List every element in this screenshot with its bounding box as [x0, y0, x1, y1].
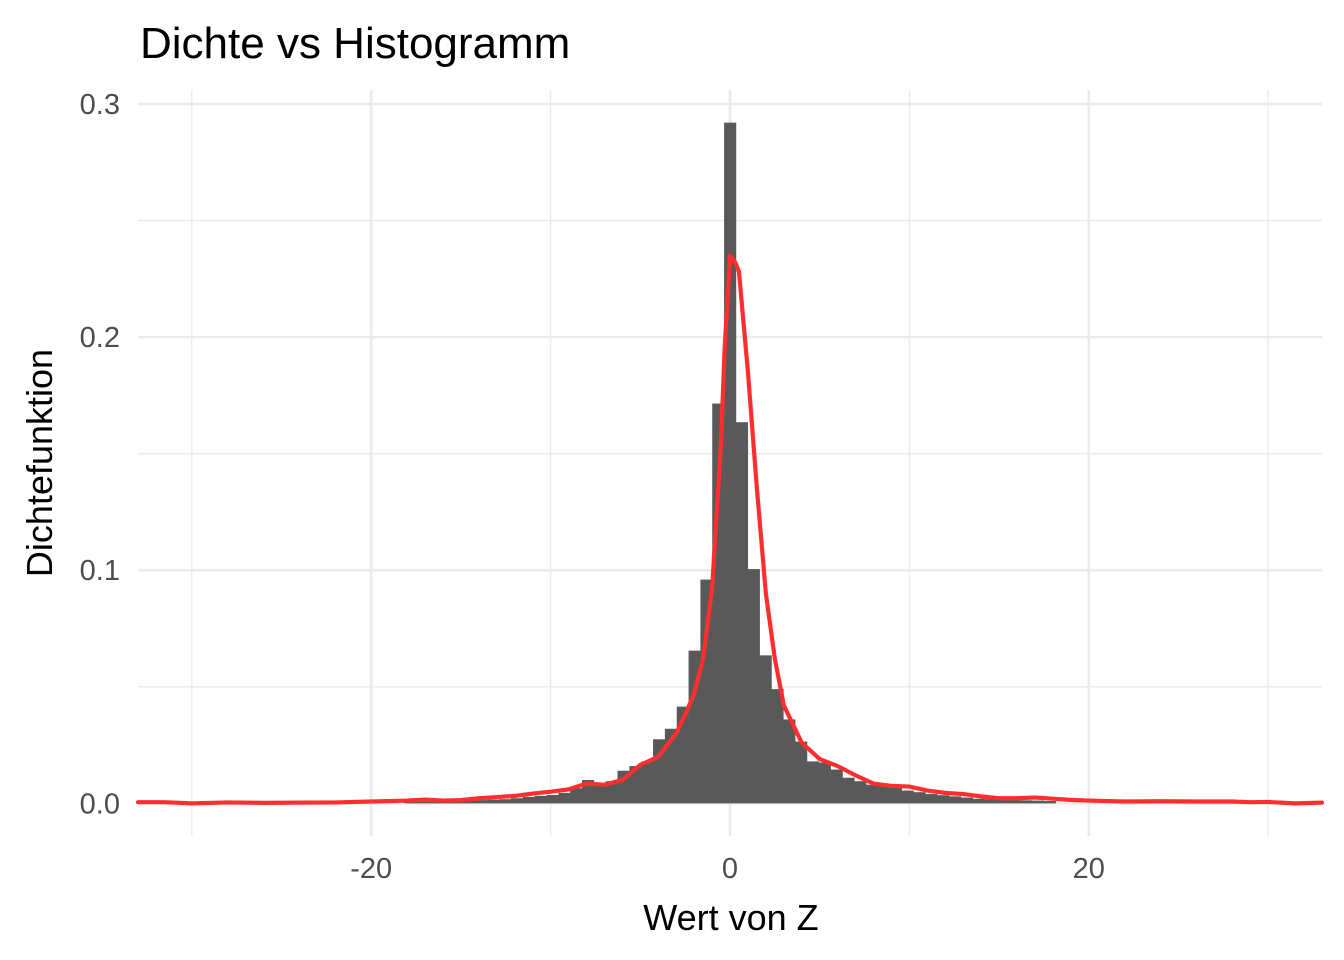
- histogram-bar-32: [783, 719, 796, 804]
- histogram-bar-28: [735, 422, 749, 804]
- y-tick-label-3: 0.3: [80, 89, 120, 121]
- x-tick-label-0: -20: [350, 853, 392, 885]
- histogram-bar-11: [534, 795, 547, 804]
- histogram-bar-27: [724, 122, 737, 804]
- histogram-bar-51: [1008, 800, 1021, 804]
- histogram-bar-5: [463, 800, 476, 804]
- histogram-bar-4: [451, 801, 464, 804]
- y-axis-tick-labels: 0.0 0.1 0.2 0.3: [80, 89, 120, 820]
- histogram-bar-38: [854, 781, 867, 804]
- histogram-bar-16: [593, 784, 606, 804]
- histogram-bar-37: [842, 777, 855, 804]
- histogram-bar-31: [771, 689, 784, 804]
- histogram-bar-43: [913, 792, 926, 804]
- histogram-bar-9: [510, 798, 524, 804]
- histogram-bar-14: [570, 788, 583, 804]
- histogram-bar-12: [546, 794, 559, 804]
- histogram-bar-19: [629, 766, 642, 804]
- histogram-bar-33: [795, 741, 808, 804]
- histogram-bar-46: [949, 796, 962, 804]
- y-axis-title: Dichtefunktion: [19, 349, 60, 577]
- chart-title: Dichte vs Histogramm: [140, 19, 570, 68]
- histogram-bar-6: [475, 800, 488, 804]
- x-axis-title: Wert von Z: [643, 897, 818, 938]
- histogram-bar-17: [605, 781, 618, 804]
- histogram-bar-41: [889, 787, 902, 804]
- histogram-bar-53: [1031, 800, 1045, 804]
- histogram-bar-47: [960, 797, 974, 804]
- histogram-bar-35: [818, 762, 831, 804]
- histogram-bar-25: [700, 579, 713, 804]
- histogram-bar-20: [641, 761, 654, 804]
- x-tick-label-1: 0: [722, 853, 738, 885]
- histogram-bar-52: [1020, 800, 1033, 804]
- histogram-bar-45: [937, 795, 950, 804]
- histogram-bar-50: [996, 799, 1009, 804]
- histogram-bars: [404, 122, 1056, 804]
- histogram-bar-39: [866, 784, 879, 804]
- histogram-bar-10: [522, 796, 535, 804]
- x-axis-tick-labels: -20 0 20: [350, 853, 1105, 885]
- histogram-bar-40: [878, 785, 891, 804]
- histogram-bar-1: [416, 801, 429, 804]
- density-curve: [135, 253, 1325, 806]
- histogram-bar-30: [759, 655, 772, 804]
- y-tick-label-0: 0.0: [80, 788, 120, 820]
- histogram-bar-24: [688, 650, 701, 804]
- histogram-bar-8: [499, 799, 512, 804]
- histogram-bar-34: [806, 761, 820, 804]
- histogram-bar-7: [487, 799, 500, 804]
- histogram-bar-29: [747, 569, 760, 804]
- y-tick-label-2: 0.2: [80, 322, 120, 354]
- histogram-bar-44: [925, 794, 938, 804]
- histogram-bar-48: [972, 798, 985, 804]
- histogram-bar-13: [558, 792, 571, 804]
- y-tick-label-1: 0.1: [80, 555, 120, 587]
- histogram-bar-21: [653, 739, 666, 804]
- histogram-bar-2: [428, 801, 441, 804]
- x-tick-label-2: 20: [1073, 853, 1105, 885]
- histogram-bar-42: [901, 790, 914, 804]
- histogram-bar-54: [1043, 801, 1056, 804]
- histogram-bar-36: [830, 769, 843, 804]
- histogram-bar-49: [984, 799, 997, 804]
